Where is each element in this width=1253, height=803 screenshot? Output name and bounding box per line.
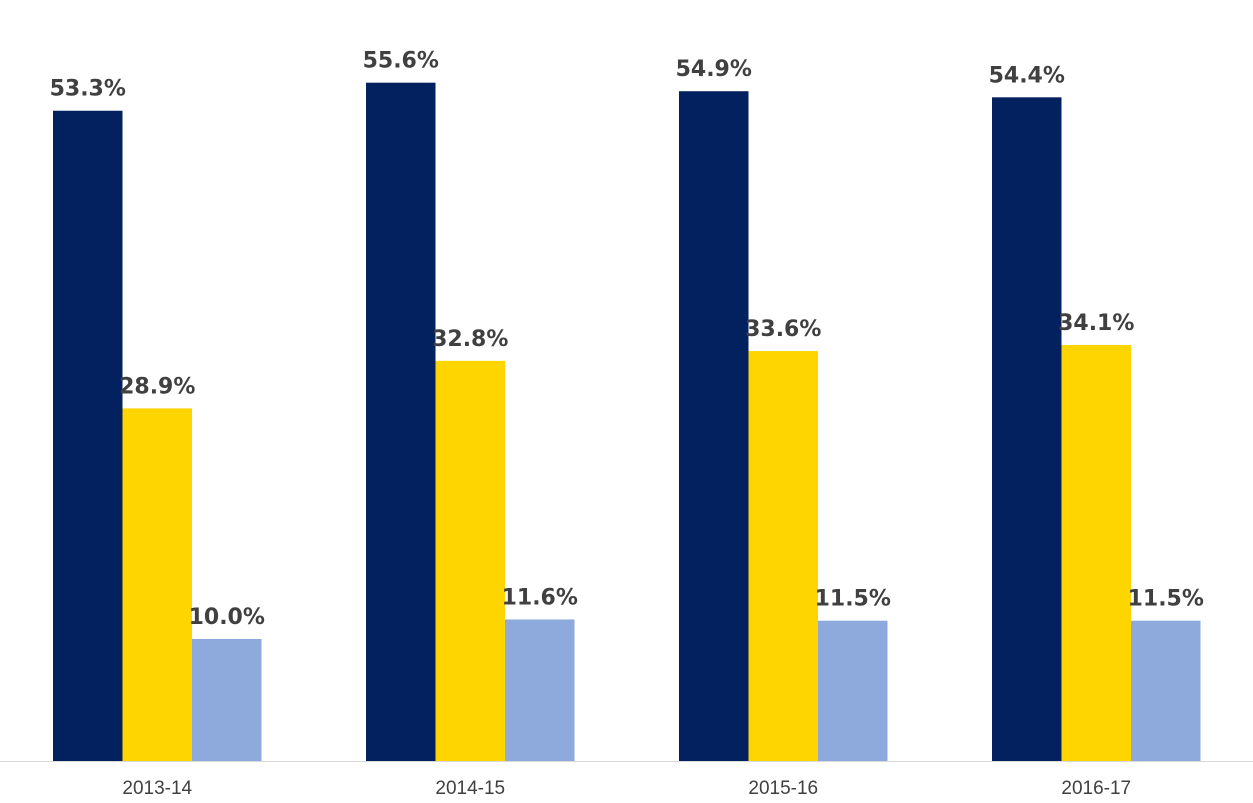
data-label-2013-14-series-1: 53.3%: [50, 77, 126, 102]
x-tick-label-2014-15: 2014-15: [435, 778, 505, 799]
bar-2013-14-series-1: [53, 110, 123, 762]
data-labels-layer: 53.3% 28.9% 10.0% 55.6% 32.8% 11.6% 54.9% 33.6%…: [50, 49, 1204, 630]
x-tick-label-2015-16: 2015-16: [748, 778, 818, 799]
x-tick-labels-layer: 2013-14 2014-15 2015-16 2016-17: [122, 778, 1131, 799]
bars-layer: [53, 82, 1201, 762]
data-label-2014-15-series-1: 55.6%: [363, 49, 439, 74]
data-label-2016-17-series-3: 11.5%: [1128, 587, 1204, 612]
data-label-2013-14-series-3: 10.0%: [189, 605, 265, 630]
bar-2016-17-series-2: [1061, 344, 1131, 761]
data-label-2015-16-series-1: 54.9%: [676, 57, 752, 82]
data-label-2013-14-series-2: 28.9%: [119, 374, 195, 399]
bar-2014-15-series-2: [435, 360, 505, 761]
bar-2015-16-series-3: [818, 620, 888, 761]
bar-2013-14-series-3: [192, 639, 262, 761]
data-label-2016-17-series-2: 34.1%: [1058, 311, 1134, 336]
bar-2015-16-series-2: [748, 351, 818, 761]
data-label-2015-16-series-3: 11.5%: [815, 587, 891, 612]
data-label-2014-15-series-3: 11.6%: [502, 585, 578, 610]
data-label-2016-17-series-1: 54.4%: [989, 63, 1065, 88]
bar-2015-16-series-1: [679, 91, 749, 762]
bar-2016-17-series-1: [992, 97, 1062, 761]
bar-2014-15-series-3: [505, 619, 575, 761]
data-label-2015-16-series-2: 33.6%: [745, 317, 821, 342]
bar-2014-15-series-1: [366, 82, 436, 762]
bar-2016-17-series-3: [1131, 620, 1201, 761]
x-tick-label-2016-17: 2016-17: [1061, 778, 1131, 799]
bar-2013-14-series-2: [122, 408, 192, 761]
x-tick-label-2013-14: 2013-14: [122, 778, 192, 799]
data-label-2014-15-series-2: 32.8%: [432, 327, 508, 352]
